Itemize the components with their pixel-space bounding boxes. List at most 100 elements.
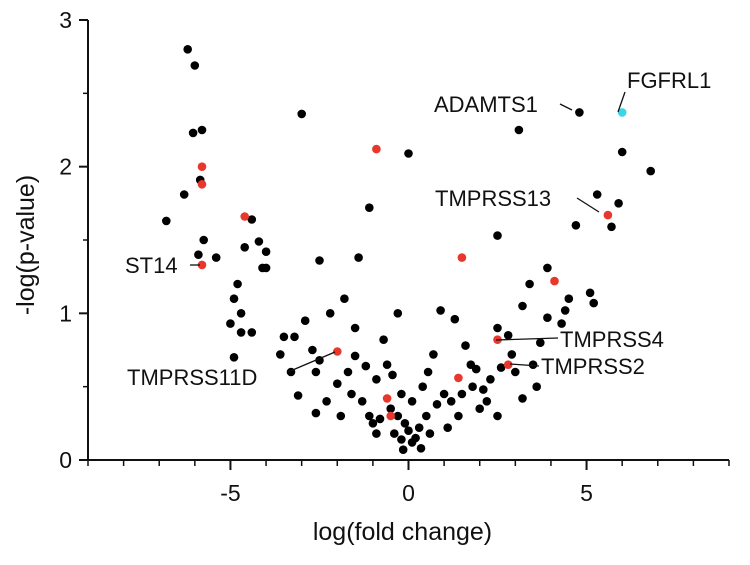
highlight-point: [372, 144, 381, 154]
annotation-tmprss11d: TMPRSS11D: [127, 351, 336, 390]
data-point: [436, 306, 445, 315]
data-point: [393, 411, 403, 421]
data-point: [422, 411, 431, 421]
data-point: [194, 250, 203, 259]
data-point: [233, 279, 242, 289]
data-point: [407, 397, 417, 406]
data-point: [400, 419, 410, 428]
data-point: [190, 61, 200, 70]
data-point: [589, 298, 598, 308]
highlight-point: [197, 260, 207, 270]
data-point: [496, 363, 506, 372]
x-tick-label: 5: [580, 480, 593, 506]
annotation-st14: ST14: [125, 253, 200, 278]
data-point: [322, 397, 331, 406]
data-point: [592, 190, 602, 199]
data-point: [614, 199, 623, 208]
data-point: [479, 385, 488, 394]
data-point: [543, 313, 552, 323]
data-point: [276, 350, 285, 359]
data-point: [311, 408, 321, 418]
y-axis-title: -log(p-value): [12, 175, 40, 315]
annotation-label: ST14: [125, 253, 178, 278]
data-point: [365, 411, 374, 421]
y-tick-label: 2: [59, 154, 72, 180]
highlight-point: [333, 347, 342, 356]
data-point: [617, 147, 627, 157]
highlight-point: [550, 276, 559, 286]
annotation-leader-line: [495, 337, 559, 341]
data-point: [461, 341, 470, 350]
data-point: [646, 166, 655, 176]
annotation-fgfrl1: FGFRL1: [617, 68, 711, 113]
annotation-tmprss4: TMPRSS4: [495, 327, 664, 352]
x-ticks: -5 0 5: [87, 460, 730, 506]
data-point: [375, 414, 385, 424]
data-point: [518, 394, 527, 403]
y-tick-label: 1: [59, 300, 72, 326]
data-point: [300, 316, 310, 326]
data-point: [493, 323, 502, 333]
data-point: [446, 397, 456, 406]
data-point: [357, 397, 367, 406]
data-point: [536, 338, 545, 348]
data-point: [379, 335, 388, 345]
data-point: [350, 323, 360, 333]
data-point: [226, 319, 235, 328]
annotation-leader-line: [617, 91, 626, 113]
data-point: [333, 379, 342, 389]
highlight-point: [197, 180, 207, 189]
data-point: [571, 221, 581, 230]
data-point: [343, 367, 353, 377]
annotation-tmprss13: TMPRSS13: [435, 186, 600, 213]
data-point: [236, 328, 246, 337]
y-tick-label: 0: [59, 447, 72, 473]
data-point: [466, 360, 476, 370]
data-point: [386, 404, 396, 414]
x-axis: -5 0 5: [87, 459, 730, 506]
data-point: [425, 429, 435, 438]
data-point: [390, 429, 399, 438]
data-point: [607, 222, 616, 232]
data-point: [414, 423, 424, 433]
y-axis: 0 1 2 3: [59, 7, 89, 473]
data-point: [493, 411, 502, 421]
annotation-label: FGFRL1: [627, 68, 711, 93]
data-point: [382, 360, 392, 370]
data-point: [188, 128, 198, 138]
data-point: [511, 367, 520, 377]
data-point: [525, 279, 534, 289]
data-point: [503, 331, 513, 340]
data-point: [197, 125, 207, 135]
data-point: [183, 45, 192, 54]
annotation-tmprss2: TMPRSS2: [509, 354, 645, 379]
data-point: [297, 109, 307, 119]
data-point: [179, 190, 189, 199]
data-point: [564, 294, 574, 304]
data-point: [388, 370, 397, 380]
x-tick-label: -5: [220, 480, 240, 506]
data-point: [528, 360, 538, 370]
data-point: [560, 306, 570, 315]
data-point: [229, 294, 239, 304]
data-point: [261, 247, 271, 256]
annotation-label: TMPRSS2: [541, 354, 645, 379]
data-point: [308, 345, 317, 355]
data-point: [432, 400, 442, 409]
data-point: [423, 367, 433, 377]
data-point: [325, 309, 335, 318]
highlight-point: [457, 253, 467, 262]
highlight-point: [603, 210, 613, 220]
annotation-label: ADAMTS1: [434, 92, 538, 117]
data-point: [407, 438, 417, 447]
data-point: [575, 108, 584, 117]
data-point: [293, 391, 303, 400]
highlight-point: [240, 212, 249, 221]
y-ticks: 0 1 2 3: [59, 7, 88, 473]
data-point: [585, 288, 595, 298]
data-point: [507, 350, 517, 359]
data-point: [429, 350, 438, 359]
data-point: [279, 332, 289, 342]
data-point: [457, 389, 467, 399]
